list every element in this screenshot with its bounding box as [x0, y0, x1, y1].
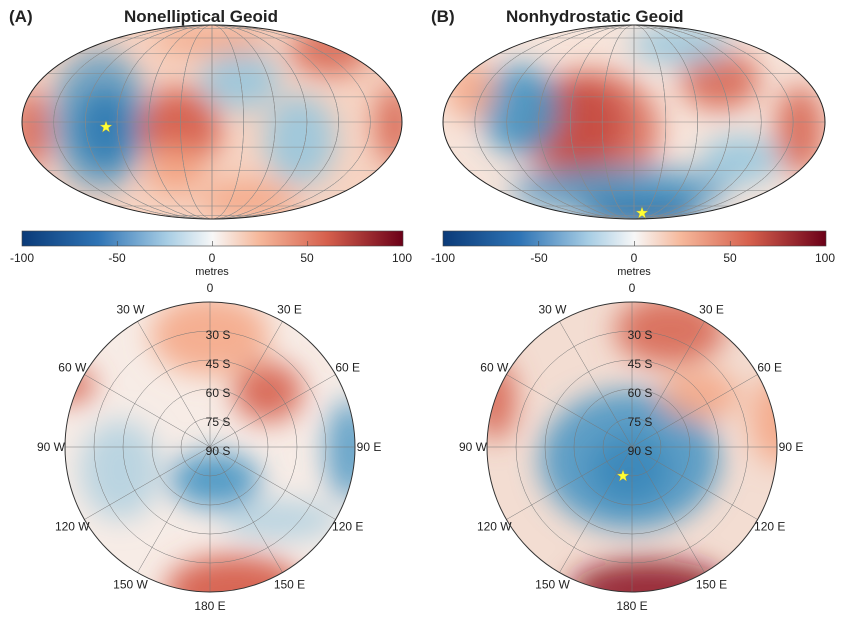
longitude-label: 0	[629, 281, 636, 295]
longitude-label: 120 E	[754, 520, 785, 534]
latitude-label: 60 S	[206, 386, 231, 400]
colorbar-b-unit: metres	[617, 266, 651, 278]
colorbar-a-tick: 0	[208, 251, 216, 265]
latitude-label: 45 S	[206, 357, 231, 371]
colorbar-a-unit: metres	[195, 266, 229, 278]
panel-b-title: Nonhydrostatic Geoid	[506, 7, 684, 26]
map-border	[442, 24, 826, 220]
longitude-label: 180 E	[194, 599, 225, 613]
longitude-label: 90 E	[357, 440, 382, 454]
colorbar-b-tick: -100	[430, 251, 456, 265]
map-border	[21, 24, 403, 220]
longitude-label: 90 E	[779, 440, 804, 454]
marker-star-b	[635, 205, 649, 219]
longitude-label: 120 W	[55, 520, 90, 534]
latitude-label: 60 S	[628, 386, 653, 400]
polar-graticule	[487, 302, 777, 592]
longitude-label: 30 W	[538, 302, 567, 316]
colorbar-b-tick: -50	[530, 251, 548, 265]
polar-graticule	[65, 302, 355, 592]
latitude-label: 30 S	[628, 328, 653, 342]
longitude-label: 150 E	[696, 578, 727, 592]
colorbar-b-tick: 50	[723, 251, 737, 265]
longitude-label: 120 W	[477, 520, 512, 534]
latitude-label: 45 S	[628, 357, 653, 371]
colorbar-b-tick: 100	[814, 251, 836, 265]
polar-marker-star-b	[616, 468, 630, 482]
longitude-label: 30 E	[699, 302, 724, 316]
panel-b-label: (B)	[431, 7, 455, 26]
longitude-label: 90 W	[37, 440, 66, 454]
longitude-label: 180 E	[616, 599, 647, 613]
longitude-label: 30 W	[116, 302, 145, 316]
latitude-label: 75 S	[206, 415, 231, 429]
longitude-label: 60 W	[480, 361, 509, 375]
colorbar-a-tick: -100	[9, 251, 35, 265]
latitude-label: 75 S	[628, 415, 653, 429]
longitude-label: 90 W	[459, 440, 488, 454]
polar-border	[64, 301, 356, 593]
longitude-label: 0	[207, 281, 214, 295]
colorbar-b-tick: 0	[630, 251, 638, 265]
longitude-label: 150 E	[274, 578, 305, 592]
latitude-label: 90 S	[628, 444, 653, 458]
longitude-label: 60 E	[757, 361, 782, 375]
colorbar-a-tick: -50	[108, 251, 126, 265]
longitude-label: 150 W	[113, 578, 148, 592]
longitude-label: 150 W	[535, 578, 570, 592]
longitude-label: 60 W	[58, 361, 87, 375]
longitude-label: 30 E	[277, 302, 302, 316]
latitude-label: 30 S	[206, 328, 231, 342]
latitude-label: 90 S	[206, 444, 231, 458]
colorbar-a-tick: 50	[300, 251, 314, 265]
colorbar-a-tick: 100	[391, 251, 413, 265]
longitude-label: 120 E	[332, 520, 363, 534]
longitude-label: 60 E	[335, 361, 360, 375]
panel-a-title: Nonelliptical Geoid	[124, 7, 278, 26]
marker-star-a	[99, 119, 113, 133]
panel-a-label: (A)	[9, 7, 33, 26]
polar-border	[486, 301, 778, 593]
